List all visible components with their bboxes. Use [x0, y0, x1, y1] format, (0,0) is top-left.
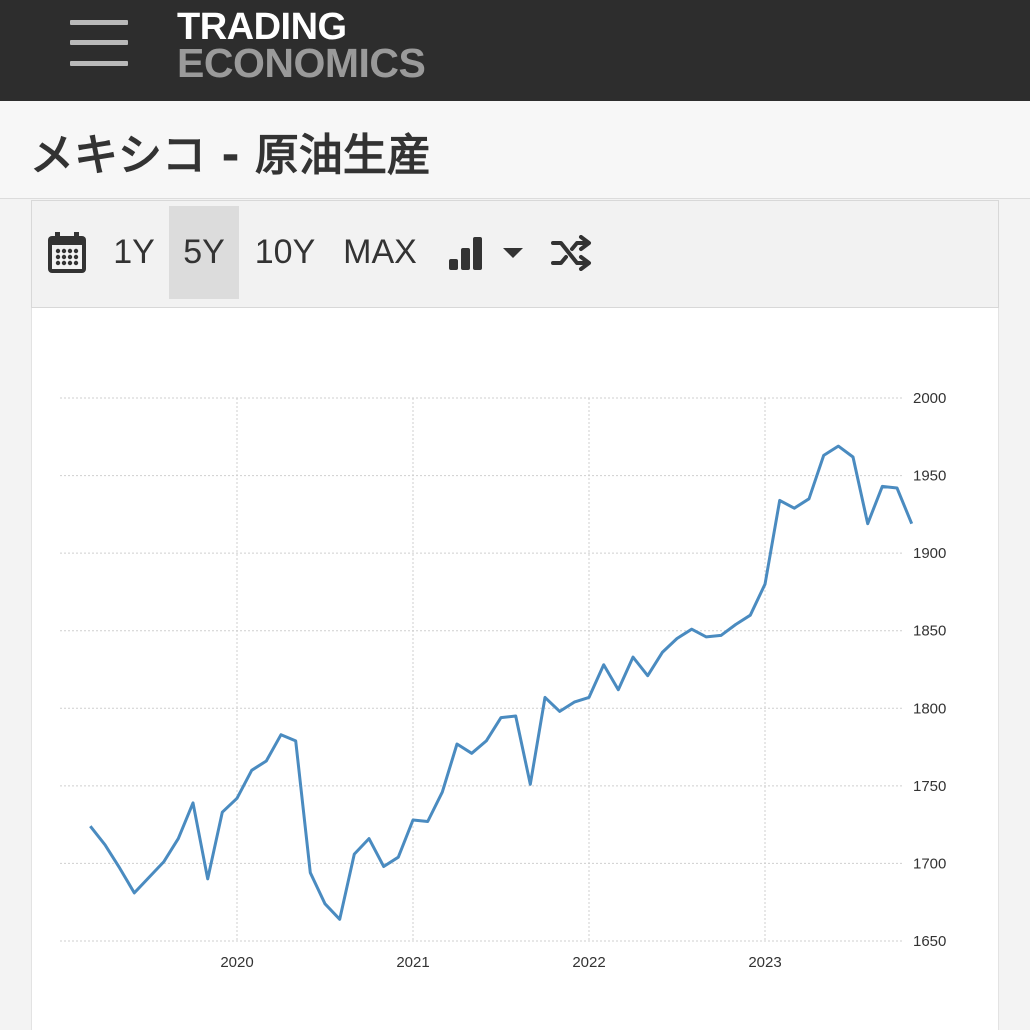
y-tick-label: 1900: [913, 545, 946, 562]
series-line[interactable]: [89, 444, 914, 921]
data-point[interactable]: [187, 797, 199, 809]
data-point[interactable]: [554, 705, 566, 717]
data-point[interactable]: [524, 778, 536, 790]
data-point[interactable]: [788, 502, 800, 514]
data-point[interactable]: [656, 646, 668, 658]
y-tick-label: 1950: [913, 468, 946, 485]
range-5y-button[interactable]: 5Y: [169, 206, 239, 299]
y-tick-label: 1650: [913, 933, 946, 950]
data-point[interactable]: [172, 833, 184, 845]
range-1y-button[interactable]: 1Y: [113, 233, 155, 271]
data-point[interactable]: [759, 578, 771, 590]
data-point[interactable]: [803, 493, 815, 505]
y-tick-label: 2000: [913, 390, 946, 407]
data-point[interactable]: [334, 913, 346, 925]
data-point[interactable]: [774, 494, 786, 506]
x-tick-label: 2022: [572, 954, 605, 971]
data-point[interactable]: [744, 609, 756, 621]
data-point[interactable]: [671, 633, 683, 645]
data-point[interactable]: [612, 684, 624, 696]
data-point[interactable]: [202, 873, 214, 885]
data-point[interactable]: [598, 659, 610, 671]
data-point[interactable]: [304, 867, 316, 879]
data-point[interactable]: [466, 747, 478, 759]
title-bar: メキシコ - 原油生産: [0, 101, 1030, 199]
data-point[interactable]: [378, 861, 390, 873]
x-tick-label: 2021: [396, 954, 429, 971]
x-tick-label: 2020: [220, 954, 253, 971]
calendar-icon[interactable]: [44, 206, 90, 299]
logo[interactable]: TRADING ECONOMICS: [177, 6, 426, 86]
data-point[interactable]: [99, 839, 111, 851]
data-point[interactable]: [158, 856, 170, 868]
y-tick-label: 1750: [913, 778, 946, 795]
data-point[interactable]: [363, 833, 375, 845]
data-point[interactable]: [84, 820, 96, 832]
data-point[interactable]: [290, 735, 302, 747]
data-point[interactable]: [451, 738, 463, 750]
data-point[interactable]: [246, 764, 258, 776]
data-point[interactable]: [876, 480, 888, 492]
top-bar: TRADING ECONOMICS: [0, 0, 1030, 101]
data-point[interactable]: [539, 691, 551, 703]
chart-panel: 1650 1700 1750 1800 1850 1900 1950 2000 2020 2021…: [31, 308, 999, 1030]
data-point[interactable]: [143, 871, 155, 883]
page-title: メキシコ - 原油生産: [30, 130, 431, 181]
y-tick-label: 1700: [913, 855, 946, 872]
data-point[interactable]: [128, 887, 140, 899]
data-point[interactable]: [422, 816, 434, 828]
data-point[interactable]: [583, 691, 595, 703]
range-10y-button[interactable]: 10Y: [254, 233, 316, 271]
data-point[interactable]: [114, 862, 126, 874]
logo-line1: TRADING: [177, 6, 347, 48]
data-point[interactable]: [906, 518, 918, 530]
y-tick-label: 1800: [913, 700, 946, 717]
data-point[interactable]: [216, 806, 228, 818]
data-point[interactable]: [568, 696, 580, 708]
data-point[interactable]: [832, 440, 844, 452]
data-point[interactable]: [436, 786, 448, 798]
data-point[interactable]: [480, 735, 492, 747]
y-tick-label: 1850: [913, 623, 946, 640]
data-point[interactable]: [260, 755, 272, 767]
data-point[interactable]: [392, 851, 404, 863]
data-point[interactable]: [730, 619, 742, 631]
data-point[interactable]: [818, 449, 830, 461]
data-point[interactable]: [891, 482, 903, 494]
range-max-button[interactable]: MAX: [343, 233, 417, 271]
dropdown-caret-icon[interactable]: [498, 206, 528, 299]
data-point[interactable]: [715, 629, 727, 641]
shuffle-icon[interactable]: [546, 206, 598, 299]
data-point[interactable]: [686, 623, 698, 635]
data-point[interactable]: [319, 898, 331, 910]
logo-line2: ECONOMICS: [177, 40, 426, 86]
hamburger-menu-icon[interactable]: [70, 20, 130, 70]
data-point[interactable]: [847, 451, 859, 463]
data-point[interactable]: [275, 729, 287, 741]
bar-chart-icon[interactable]: [444, 206, 488, 299]
data-point[interactable]: [348, 848, 360, 860]
data-point[interactable]: [627, 651, 639, 663]
data-point[interactable]: [407, 814, 419, 826]
data-point[interactable]: [495, 712, 507, 724]
x-tick-label: 2023: [748, 954, 781, 971]
line-chart: 1650 1700 1750 1800 1850 1900 1950 2000 2020 2021…: [60, 390, 946, 971]
data-point[interactable]: [510, 710, 522, 722]
data-point[interactable]: [700, 631, 712, 643]
data-point[interactable]: [642, 670, 654, 682]
chart-toolbar: 1Y 5Y 10Y MAX: [31, 200, 999, 308]
data-point[interactable]: [231, 792, 243, 804]
data-point[interactable]: [862, 518, 874, 530]
